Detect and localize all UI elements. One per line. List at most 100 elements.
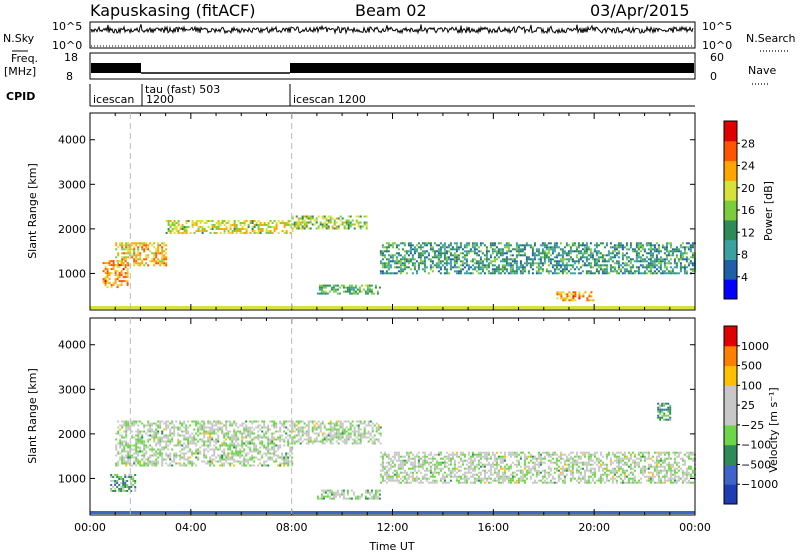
echo-cell	[417, 262, 420, 265]
echo-cell	[279, 440, 282, 443]
echo-cell	[535, 469, 538, 472]
echo-cell	[346, 497, 349, 500]
echo-cell	[581, 244, 584, 247]
echo-cell	[151, 258, 154, 261]
echo-cell	[547, 481, 550, 484]
echo-cell	[655, 242, 658, 245]
echo-cell	[397, 473, 400, 476]
echo-cell	[651, 244, 654, 247]
echo-cell	[515, 453, 518, 456]
echo-cell	[161, 446, 164, 449]
echo-cell	[374, 286, 377, 289]
echo-cell	[237, 450, 240, 453]
echo-cell	[223, 452, 226, 455]
echo-cell	[491, 244, 494, 247]
echo-cell	[323, 438, 326, 441]
echo-cell	[347, 428, 350, 431]
echo-cell	[261, 440, 264, 443]
echo-cell	[593, 475, 596, 478]
echo-cell	[507, 250, 510, 253]
echo-cell	[431, 479, 434, 482]
echo-cell	[685, 258, 688, 261]
echo-cell	[617, 268, 620, 271]
echo-cell	[153, 448, 156, 451]
echo-cell	[599, 479, 602, 482]
echo-cell	[122, 480, 125, 482]
echo-cell	[555, 254, 558, 257]
echo-cell	[201, 426, 204, 429]
echo-cell	[121, 462, 124, 465]
echo-cell	[221, 430, 224, 433]
echo-cell	[195, 438, 198, 441]
echo-cell	[573, 250, 576, 253]
echo-cell	[332, 288, 335, 291]
echo-cell	[311, 223, 314, 226]
echo-cell	[303, 221, 306, 224]
echo-cell	[399, 471, 402, 474]
echo-cell	[437, 244, 440, 247]
echo-cell	[455, 250, 458, 253]
echo-cell	[221, 222, 224, 224]
echo-cell	[253, 220, 256, 222]
echo-cell	[503, 471, 506, 474]
echo-cell	[592, 299, 595, 302]
echo-cell	[301, 430, 304, 433]
echo-cell	[597, 465, 600, 468]
echo-cell	[653, 270, 656, 273]
echo-cell	[499, 248, 502, 251]
echo-cell	[459, 469, 462, 472]
echo-cell	[541, 252, 544, 255]
echo-cell	[591, 463, 594, 466]
echo-cell	[483, 451, 486, 454]
echo-cell	[519, 455, 522, 458]
echo-cell	[342, 497, 345, 500]
echo-cell	[605, 272, 608, 275]
echo-cell	[311, 428, 314, 431]
echo-cell	[513, 258, 516, 261]
echo-cell	[574, 291, 577, 294]
echo-cell	[533, 465, 536, 468]
echo-cell	[621, 459, 624, 462]
echo-cell	[513, 451, 516, 454]
echo-cell	[115, 432, 118, 435]
echo-cell	[461, 461, 464, 464]
echo-cell	[283, 444, 286, 447]
echo-cell	[167, 424, 170, 427]
echo-cell	[685, 252, 688, 255]
echo-cell	[203, 420, 206, 423]
echo-cell	[275, 460, 278, 463]
echo-cell	[491, 272, 494, 275]
echo-cell	[493, 258, 496, 261]
echo-cell	[399, 467, 402, 470]
echo-cell	[619, 457, 622, 460]
echo-cell	[116, 266, 119, 269]
y-tick-label: 3000	[58, 178, 86, 191]
echo-cell	[193, 224, 196, 226]
echo-cell	[493, 248, 496, 251]
echo-cell	[451, 471, 454, 474]
echo-cell	[131, 244, 134, 247]
echo-cell	[161, 256, 164, 259]
echo-cell	[257, 430, 260, 433]
echo-cell	[533, 252, 536, 255]
echo-cell	[509, 270, 512, 273]
echo-cell	[563, 270, 566, 273]
echo-cell	[326, 493, 329, 496]
echo-cell	[555, 268, 558, 271]
echo-cell	[423, 475, 426, 478]
echo-cell	[571, 469, 574, 472]
echo-cell	[239, 230, 242, 232]
echo-cell	[139, 464, 142, 467]
echo-cell	[443, 479, 446, 482]
echo-cell	[443, 266, 446, 269]
echo-cell	[529, 453, 532, 456]
echo-cell	[575, 471, 578, 474]
echo-cell	[371, 430, 374, 433]
echo-cell	[193, 428, 196, 431]
echo-cell	[139, 432, 142, 435]
echo-cell	[591, 252, 594, 255]
echo-cell	[427, 481, 430, 484]
echo-cell	[635, 242, 638, 245]
echo-cell	[145, 446, 148, 449]
echo-cell	[209, 220, 212, 222]
